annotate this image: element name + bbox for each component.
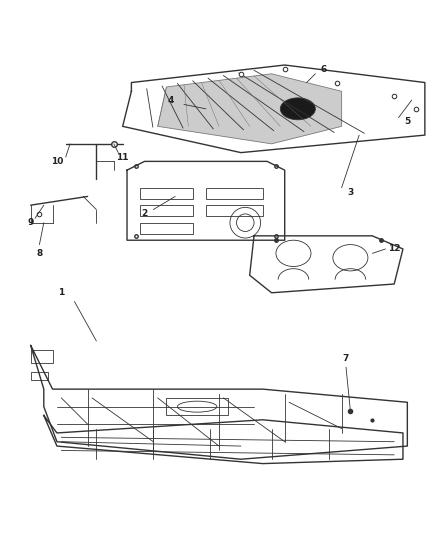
Text: 5: 5	[404, 117, 410, 126]
Text: 6: 6	[321, 65, 327, 74]
Text: 11: 11	[117, 152, 129, 161]
Text: 10: 10	[51, 157, 63, 166]
Text: 8: 8	[36, 249, 42, 258]
Text: 12: 12	[388, 245, 400, 254]
Text: 3: 3	[347, 188, 353, 197]
Text: 4: 4	[168, 95, 174, 104]
Text: 1: 1	[58, 288, 64, 297]
Polygon shape	[158, 74, 342, 144]
Ellipse shape	[280, 98, 315, 120]
Text: 9: 9	[28, 218, 34, 227]
Text: 2: 2	[141, 209, 148, 219]
Text: 7: 7	[343, 354, 349, 363]
